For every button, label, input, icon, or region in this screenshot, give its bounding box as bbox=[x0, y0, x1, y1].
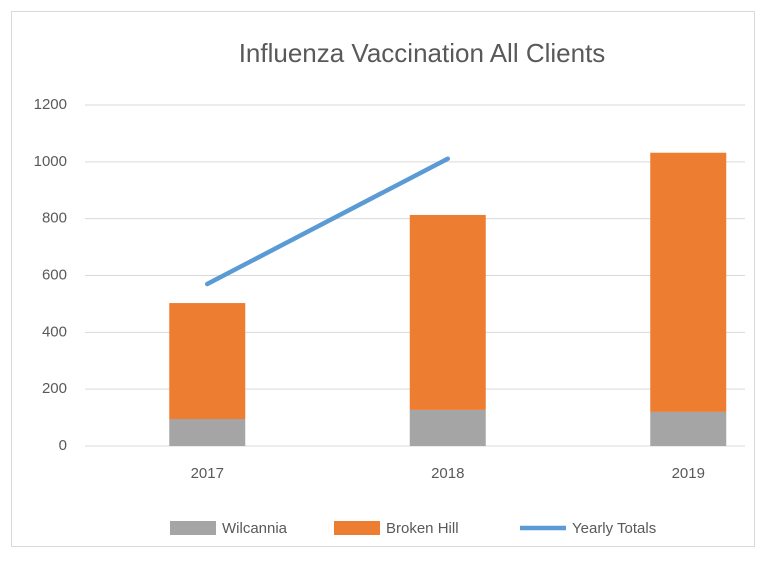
legend-label: Wilcannia bbox=[222, 520, 288, 537]
bar bbox=[169, 303, 246, 420]
legend-label: Broken Hill bbox=[386, 520, 459, 537]
x-tick-label: 2017 bbox=[191, 465, 224, 482]
y-tick-label: 600 bbox=[42, 266, 67, 283]
chart-title: Influenza Vaccination All Clients bbox=[239, 38, 606, 68]
legend-swatch bbox=[170, 521, 216, 535]
y-tick-label: 0 bbox=[59, 437, 67, 454]
line bbox=[205, 156, 450, 287]
bar bbox=[650, 152, 727, 412]
legend-swatch bbox=[334, 521, 380, 535]
bar bbox=[409, 214, 486, 410]
bar bbox=[650, 411, 727, 446]
y-tick-label: 400 bbox=[42, 323, 67, 340]
y-tick-label: 1000 bbox=[34, 153, 67, 170]
legend-label: Yearly Totals bbox=[572, 520, 656, 537]
chart-border bbox=[11, 11, 755, 547]
x-tick-label: 2018 bbox=[431, 465, 464, 482]
y-tick-label: 1200 bbox=[34, 96, 67, 113]
y-tick-label: 800 bbox=[42, 210, 67, 227]
y-tick-label: 200 bbox=[42, 380, 67, 397]
bar bbox=[409, 409, 486, 446]
x-tick-label: 2019 bbox=[672, 465, 705, 482]
bar bbox=[169, 419, 246, 446]
